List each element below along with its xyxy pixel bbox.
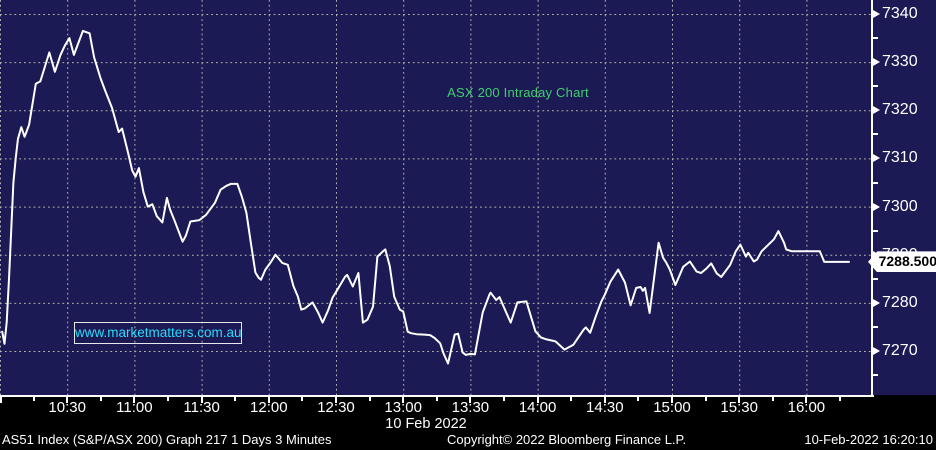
time-axis-label: 10:30 — [48, 399, 86, 416]
price-tick-arrow — [873, 58, 880, 67]
time-tick — [267, 397, 270, 403]
price-minor-tick — [873, 85, 878, 88]
time-tick — [704, 397, 707, 401]
time-tick — [570, 397, 573, 401]
price-tick-arrow — [873, 202, 880, 211]
time-axis-label: 12:00 — [250, 399, 288, 416]
date-label: 10 Feb 2022 — [385, 416, 467, 432]
chart-title: ASX 200 Intraday Chart — [447, 85, 589, 100]
time-tick — [839, 397, 841, 401]
time-tick — [603, 397, 606, 403]
price-tick-arrow — [873, 298, 880, 307]
time-axis-label: 16:00 — [787, 399, 826, 416]
price-minor-tick — [873, 374, 878, 377]
price-axis-label: 7320 — [882, 101, 918, 119]
security-description: AS51 Index (S&P/ASX 200) Graph 217 1 Day… — [2, 432, 332, 447]
time-axis-label: 14:00 — [518, 399, 557, 416]
price-tick-arrow — [873, 154, 880, 163]
price-minor-tick — [873, 229, 878, 232]
time-tick — [200, 397, 203, 403]
time-tick — [738, 397, 741, 403]
price-minor-tick — [873, 37, 878, 40]
time-axis-label: 15:00 — [653, 399, 691, 416]
time-tick — [335, 397, 337, 403]
time-tick — [66, 397, 69, 403]
time-tick — [402, 397, 405, 403]
price-axis-label: 7330 — [882, 53, 918, 71]
price-tick-arrow — [873, 347, 880, 355]
time-axis-and-footer: 10 Feb 2022 AS51 Index (S&P/ASX 200) Gra… — [0, 395, 936, 450]
time-tick — [771, 397, 774, 401]
time-axis-label: 11:00 — [116, 399, 153, 416]
time-tick — [234, 397, 237, 401]
time-tick — [671, 397, 673, 403]
price-minor-tick — [873, 277, 878, 280]
time-axis-label: 14:30 — [586, 399, 624, 416]
price-minor-tick — [873, 325, 878, 328]
time-axis-label: 11:30 — [183, 399, 220, 416]
time-tick — [637, 397, 640, 401]
time-tick — [167, 397, 169, 401]
price-axis-label: 7300 — [882, 197, 918, 215]
time-axis-label: 13:30 — [451, 399, 490, 416]
price-axis: 7288.500 7340733073207310730072907280727… — [868, 0, 936, 395]
price-minor-tick — [873, 181, 878, 184]
price-line — [1, 29, 850, 365]
price-tick-arrow — [873, 10, 880, 18]
price-minor-tick — [873, 133, 878, 136]
price-line-chart — [0, 0, 873, 395]
time-tick — [133, 397, 136, 403]
price-tick-arrow — [873, 106, 880, 115]
time-tick — [32, 397, 35, 401]
copyright-text: Copyright© 2022 Bloomberg Finance L.P. — [447, 432, 687, 447]
time-tick — [435, 397, 438, 401]
status-bar: AS51 Index (S&P/ASX 200) Graph 217 1 Day… — [0, 432, 936, 450]
plot-area[interactable]: ASX 200 Intraday Chart www.marketmatters… — [0, 0, 873, 395]
time-tick — [469, 397, 472, 403]
time-tick — [0, 397, 2, 403]
time-axis-label: 12:30 — [317, 399, 355, 416]
time-axis-label: 13:00 — [384, 399, 422, 416]
time-tick — [368, 397, 371, 401]
timestamp: 10-Feb-2022 16:20:10 — [804, 432, 933, 447]
price-axis-label: 7310 — [882, 149, 918, 167]
price-axis-label: 7280 — [882, 293, 918, 311]
time-tick — [99, 397, 102, 401]
price-axis-label: 7340 — [882, 5, 918, 22]
time-axis-label: 15:30 — [720, 399, 758, 416]
time-tick — [301, 397, 304, 401]
last-price-badge: 7288.500 — [868, 251, 936, 273]
time-tick — [805, 397, 808, 403]
price-axis-label: 7270 — [882, 342, 918, 359]
watermark-link: www.marketmatters.com.au — [74, 322, 242, 344]
time-tick — [536, 397, 539, 403]
time-tick — [503, 397, 505, 401]
time-axis-line — [0, 395, 874, 397]
